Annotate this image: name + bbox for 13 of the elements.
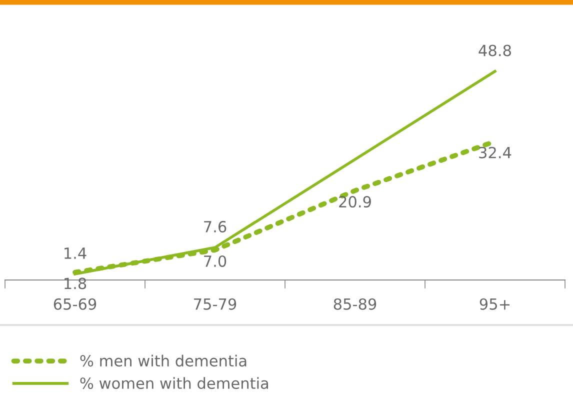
data-label: 32.4	[479, 146, 512, 158]
x-tick-label: 95+	[480, 298, 510, 310]
data-label: 20.9	[339, 196, 371, 208]
legend-label: % men with dementia	[80, 354, 246, 367]
x-tick-label: 85-89	[334, 298, 376, 310]
x-tick-label: 75-79	[194, 298, 236, 310]
legend-label: % women with dementia	[80, 377, 268, 390]
data-label: 48.8	[478, 44, 511, 56]
data-label: 7.0	[204, 255, 226, 267]
x-tick-label: 65-69	[54, 298, 96, 310]
data-label: 7.6	[204, 220, 226, 232]
data-label: 1.8	[64, 278, 86, 290]
data-label: 1.4	[64, 248, 86, 259]
